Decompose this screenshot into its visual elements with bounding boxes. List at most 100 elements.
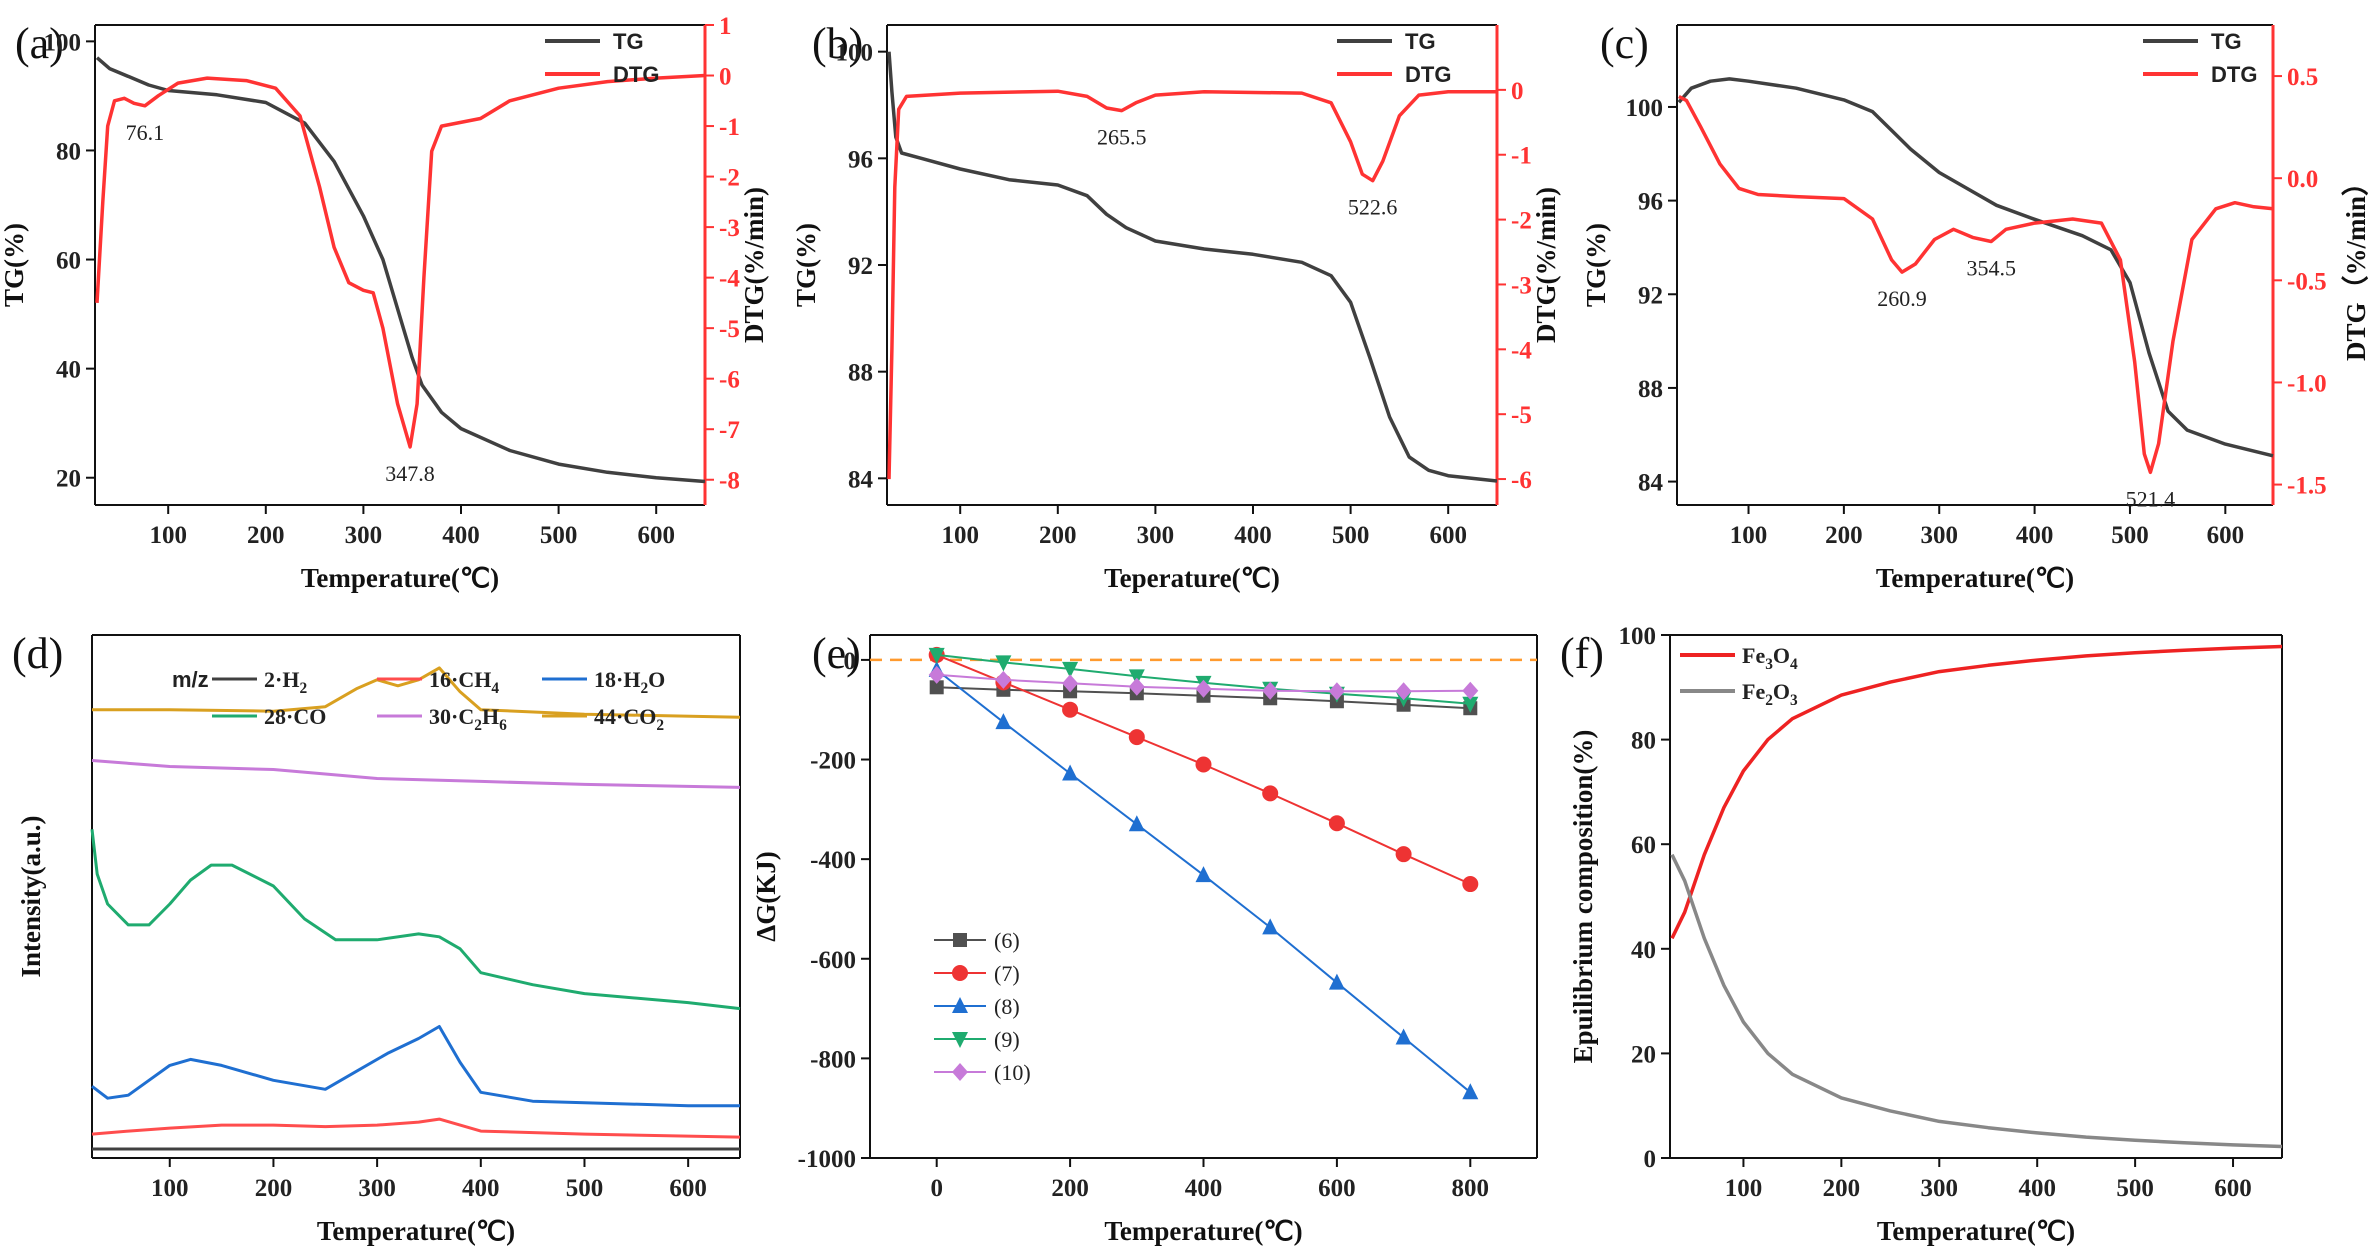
data-point bbox=[1328, 815, 1345, 832]
peak-annotation: 347.8 bbox=[385, 461, 435, 486]
x-tick-label: 600 bbox=[2214, 1175, 2252, 1202]
data-point bbox=[1395, 846, 1412, 863]
y2-tick-label: -6 bbox=[719, 367, 740, 394]
y-axis-label: Intensity(a.u.) bbox=[16, 815, 46, 977]
peak-annotation: 354.5 bbox=[1966, 256, 2016, 281]
legend-label: TG bbox=[2211, 29, 2242, 54]
y2-tick-label: -1 bbox=[719, 114, 740, 141]
y2-axis-label: DTG(%/min) bbox=[1531, 187, 1561, 343]
y2-tick-label: -8 bbox=[719, 468, 740, 495]
data-point bbox=[995, 670, 1012, 689]
y-tick-label: 100 bbox=[44, 29, 82, 56]
chart-panel-e: (e)0 200 400 600 800Temperature(℃)0-200-400-… bbox=[751, 629, 1538, 1246]
legend-marker bbox=[953, 933, 967, 947]
x-tick-label: 400 bbox=[442, 522, 480, 549]
chart-panel-d: (d) 100 200 300 400 500 600 Temperature(℃) Inten… bbox=[12, 629, 741, 1246]
legend-title: m/z bbox=[172, 667, 209, 692]
x-tick-label: 400 bbox=[462, 1175, 500, 1202]
chart-panel-a: (a)100 200 300 400 500 600Temperature(℃)20406… bbox=[0, 13, 769, 593]
peak-annotation: 521.4 bbox=[2126, 486, 2176, 511]
y2-tick-label: -4 bbox=[1511, 337, 1532, 364]
y-tick-label: 84 bbox=[1638, 470, 1664, 497]
legend-marker bbox=[952, 997, 968, 1013]
legend-label: 44·CO2​ bbox=[594, 704, 664, 734]
legend-label: 18·H2​O bbox=[594, 667, 665, 697]
data-point bbox=[1128, 729, 1145, 746]
y-tick-label: 92 bbox=[1638, 282, 1663, 309]
series-line-0 bbox=[1670, 644, 2283, 940]
x-tick-label: 100 bbox=[1725, 1175, 1763, 1202]
x-tick-label: 300 bbox=[1921, 1175, 1959, 1202]
y2-tick-label: -7 bbox=[719, 417, 740, 444]
y-tick-label: 20 bbox=[56, 466, 81, 493]
y-tick-label: 88 bbox=[848, 360, 873, 387]
y2-tick-label: -3 bbox=[1511, 272, 1532, 299]
legend-label: (10) bbox=[994, 1060, 1031, 1085]
y2-tick-label: -4 bbox=[719, 266, 740, 293]
legend-label: Fe2​O3​ bbox=[1742, 679, 1798, 709]
legend-label: 30·C2​H6​ bbox=[429, 704, 507, 734]
series-line-2 bbox=[91, 1025, 740, 1108]
data-point bbox=[1195, 866, 1212, 883]
x-tick-label: 100 bbox=[149, 522, 187, 549]
x-tick-label: 500 bbox=[2116, 1175, 2154, 1202]
y-tick-label: -200 bbox=[810, 748, 856, 775]
y2-tick-label: 0 bbox=[719, 64, 732, 91]
y-tick-label: 88 bbox=[1638, 376, 1663, 403]
y-axis-label: TG(%) bbox=[1581, 223, 1611, 307]
x-tick-label: 300 bbox=[345, 522, 383, 549]
data-point bbox=[1462, 876, 1479, 893]
legend-label: (7) bbox=[994, 961, 1020, 986]
legend-label: (6) bbox=[994, 928, 1020, 953]
y2-tick-label: -3 bbox=[719, 215, 740, 242]
data-point bbox=[1462, 681, 1479, 700]
panel-letter: (c) bbox=[1600, 19, 1649, 68]
chart-panel-f: (f) 100 200 300 400 500 600 Temperature(℃) 0 20 40… bbox=[1560, 623, 2283, 1246]
x-tick-label: 500 bbox=[566, 1175, 604, 1202]
y-tick-label: 92 bbox=[848, 253, 873, 280]
x-axis-label: Temperature(℃) bbox=[301, 563, 499, 593]
chart-panel-b: (b)100 200 300 400 500 600Teperature(℃)848892… bbox=[791, 19, 1561, 593]
x-tick-label: 800 bbox=[1452, 1175, 1490, 1202]
data-point bbox=[1395, 682, 1412, 701]
y2-tick-label: 0 bbox=[1511, 78, 1524, 105]
data-point bbox=[929, 680, 944, 695]
panel-letter: (f) bbox=[1560, 629, 1604, 678]
y-tick-label: -400 bbox=[810, 847, 856, 874]
data-point bbox=[1062, 661, 1079, 678]
y-tick-label: -600 bbox=[810, 947, 856, 974]
data-point bbox=[1328, 973, 1345, 990]
legend-label: DTG bbox=[613, 62, 659, 87]
data-point bbox=[1062, 674, 1079, 693]
data-point bbox=[928, 665, 945, 684]
y2-tick-label: -1.5 bbox=[2287, 473, 2327, 500]
y2-tick-label: 0.0 bbox=[2287, 166, 2318, 193]
y2-tick-label: -0.5 bbox=[2287, 268, 2327, 295]
x-tick-label: 500 bbox=[1332, 522, 1370, 549]
y-axis-label: TG(%) bbox=[791, 223, 821, 307]
data-point bbox=[1128, 669, 1145, 686]
y2-tick-label: -2 bbox=[719, 165, 740, 192]
series-line-1 bbox=[1678, 94, 2274, 475]
x-tick-label: 200 bbox=[255, 1175, 293, 1202]
x-tick-label: 200 bbox=[1825, 522, 1863, 549]
legend-label: DTG bbox=[2211, 62, 2257, 87]
peak-annotation: 260.9 bbox=[1877, 286, 1927, 311]
x-tick-label: 400 bbox=[1234, 522, 1272, 549]
y-tick-label: 96 bbox=[848, 146, 873, 173]
x-axis-label: Temperature(℃) bbox=[1876, 563, 2074, 593]
y2-axis-label: DTG(%/min) bbox=[739, 187, 769, 343]
data-point bbox=[995, 655, 1012, 672]
legend-label: 16·CH4​ bbox=[429, 667, 499, 697]
data-point bbox=[995, 713, 1012, 730]
legend-label: (8) bbox=[994, 994, 1020, 1019]
y2-tick-label: -1.0 bbox=[2287, 370, 2327, 397]
x-tick-label: 300 bbox=[1920, 522, 1958, 549]
legend-marker bbox=[952, 1063, 968, 1081]
x-tick-label: 200 bbox=[247, 522, 285, 549]
data-point bbox=[1462, 1083, 1479, 1100]
series-line-1 bbox=[91, 1117, 741, 1139]
x-tick-label: 500 bbox=[540, 522, 578, 549]
x-tick-label: 600 bbox=[1318, 1175, 1356, 1202]
series-line-1 bbox=[1670, 853, 2283, 1149]
